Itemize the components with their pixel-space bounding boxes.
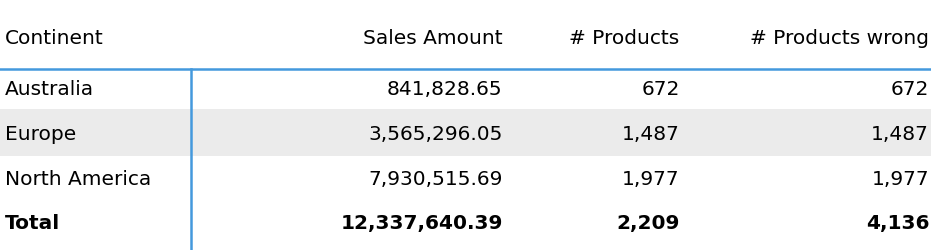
Text: 841,828.65: 841,828.65 bbox=[387, 80, 503, 98]
Text: 672: 672 bbox=[641, 80, 680, 98]
Text: 1,487: 1,487 bbox=[622, 124, 680, 144]
Text: 4,136: 4,136 bbox=[866, 213, 929, 232]
Text: Total: Total bbox=[5, 213, 60, 232]
Text: # Products wrong: # Products wrong bbox=[750, 29, 929, 48]
Text: 7,930,515.69: 7,930,515.69 bbox=[369, 170, 503, 188]
Text: Continent: Continent bbox=[5, 29, 103, 48]
Text: # Products: # Products bbox=[570, 29, 680, 48]
Text: 1,977: 1,977 bbox=[622, 170, 680, 188]
Text: 672: 672 bbox=[891, 80, 929, 98]
Text: 12,337,640.39: 12,337,640.39 bbox=[341, 213, 503, 232]
Text: Australia: Australia bbox=[5, 80, 94, 98]
Text: 2,209: 2,209 bbox=[616, 213, 680, 232]
Text: Sales Amount: Sales Amount bbox=[363, 29, 503, 48]
Text: North America: North America bbox=[5, 170, 151, 188]
Text: 1,487: 1,487 bbox=[871, 124, 929, 144]
Text: 1,977: 1,977 bbox=[871, 170, 929, 188]
Bar bbox=[0, 110, 931, 156]
Text: Europe: Europe bbox=[5, 124, 76, 144]
Text: 3,565,296.05: 3,565,296.05 bbox=[369, 124, 503, 144]
